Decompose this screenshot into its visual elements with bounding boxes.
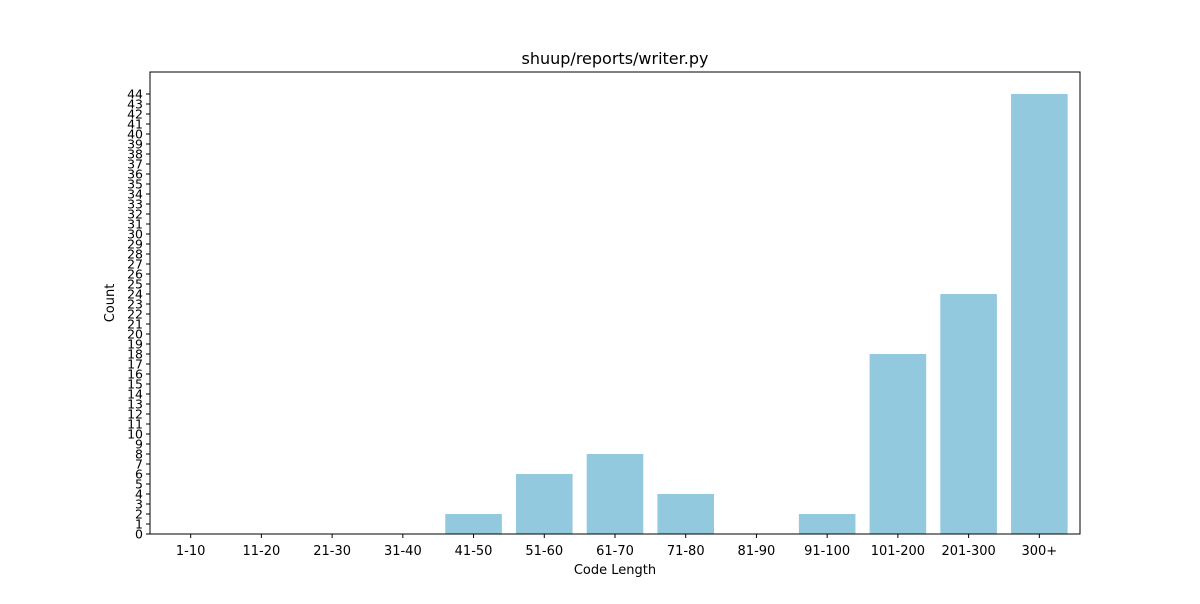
y-tick-label: 41 (127, 117, 143, 132)
y-tick-label: 16 (127, 367, 143, 382)
plot-frame (149, 71, 1081, 535)
bar-91-100 (798, 514, 856, 534)
y-tick-label: 1 (135, 517, 143, 532)
x-axis: 1-10 11-20 21-30 31-40 41-50 51-60 61-70 71-80 8… (176, 534, 1057, 559)
y-tick-label: 15 (127, 377, 143, 392)
y-tick-label: 33 (127, 197, 143, 212)
y-tick-label: 9 (135, 437, 143, 452)
y-tick-label: 14 (127, 387, 143, 402)
y-tick-label: 5 (135, 477, 143, 492)
x-tick-label: 201-300 (941, 544, 995, 559)
x-tick-label: 61-70 (596, 544, 634, 559)
y-tick-label: 28 (127, 247, 143, 262)
y-tick-label: 10 (127, 427, 143, 442)
bars-group (445, 94, 1068, 534)
y-tick-label: 31 (127, 217, 143, 232)
y-tick-label: 18 (127, 347, 143, 362)
y-tick-label: 38 (127, 147, 143, 162)
x-tick-label: 101-200 (871, 544, 925, 559)
y-tick-label: 43 (127, 97, 143, 112)
y-tick-label: 3 (135, 497, 143, 512)
bar-41-50 (445, 514, 502, 534)
y-tick-label: 26 (127, 267, 143, 282)
y-tick-label: 22 (127, 307, 143, 322)
y-tick-label: 2 (135, 507, 143, 522)
x-tick-label: 51-60 (525, 544, 563, 559)
y-tick-label: 44 (127, 87, 143, 102)
x-tick-label: 31-40 (384, 544, 422, 559)
x-tick-label: 81-90 (738, 544, 776, 559)
y-tick-label: 8 (135, 447, 143, 462)
y-axis-label: Count (103, 284, 118, 323)
x-tick-label: 71-80 (667, 544, 705, 559)
y-tick-label: 40 (127, 127, 143, 142)
y-axis: 0123456789101112131415161718192021222324… (127, 87, 150, 542)
y-tick-label: 23 (127, 297, 143, 312)
y-tick-label: 13 (127, 397, 143, 412)
y-tick-label: 39 (127, 137, 143, 152)
x-tick-label: 1-10 (176, 544, 206, 559)
y-tick-label: 11 (127, 417, 143, 432)
y-tick-label: 29 (127, 237, 143, 252)
x-tick-label: 300+ (1021, 544, 1057, 559)
x-tick-label: 21-30 (313, 544, 351, 559)
x-tick-label: 41-50 (455, 544, 493, 559)
y-tick-label: 37 (127, 157, 143, 172)
y-tick-label: 7 (135, 457, 143, 472)
y-tick-label: 24 (127, 287, 143, 302)
y-tick-label: 4 (135, 487, 143, 502)
y-tick-label: 12 (127, 407, 143, 422)
y-tick-label: 35 (127, 177, 143, 192)
bar-101-200 (869, 354, 927, 534)
y-tick-label: 21 (127, 317, 143, 332)
y-tick-label: 6 (135, 467, 143, 482)
y-tick-label: 30 (127, 227, 143, 242)
y-tick-label: 32 (127, 207, 143, 222)
y-tick-label: 0 (135, 527, 143, 542)
x-tick-label: 11-20 (242, 544, 280, 559)
bar-201-300 (940, 294, 997, 534)
bar-300+ (1011, 94, 1068, 534)
y-tick-label: 42 (127, 107, 143, 122)
x-axis-label: Code Length (574, 563, 656, 578)
bar-61-70 (586, 454, 644, 534)
y-tick-label: 19 (127, 337, 143, 352)
y-tick-label: 20 (127, 327, 143, 342)
chart-title: shuup/reports/writer.py (522, 49, 709, 68)
bar-71-80 (657, 494, 715, 534)
y-tick-label: 27 (127, 257, 143, 272)
x-tick-label: 91-100 (804, 544, 850, 559)
bar-51-60 (515, 474, 573, 534)
y-tick-label: 36 (127, 167, 143, 182)
y-tick-label: 17 (127, 357, 143, 372)
y-tick-label: 25 (127, 277, 143, 292)
y-tick-label: 34 (127, 187, 143, 202)
